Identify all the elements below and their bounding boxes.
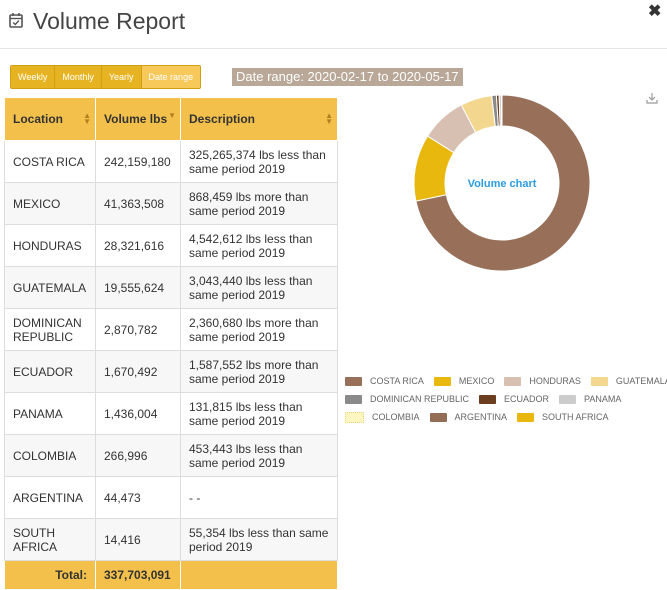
legend-label: GUATEMALA (616, 376, 667, 386)
cell-location: PANAMA (5, 393, 96, 435)
sort-icon: ▲▼ (83, 113, 91, 125)
legend-label: ARGENTINA (455, 412, 508, 422)
cell-volume: 41,363,508 (96, 183, 181, 225)
legend-label: MEXICO (459, 376, 495, 386)
cell-location: DOMINICAN REPUBLIC (5, 309, 96, 351)
tab-yearly[interactable]: Yearly (102, 66, 142, 88)
cell-volume: 266,996 (96, 435, 181, 477)
chart-legend: COSTA RICA MEXICO HONDURAS GUATEMALA DOMINIC… (345, 372, 667, 426)
legend-item[interactable]: GUATEMALA (591, 376, 667, 386)
sort-desc-icon: ▼ (168, 113, 176, 119)
legend-item[interactable]: DOMINICAN REPUBLIC (345, 394, 469, 404)
cell-volume: 14,416 (96, 519, 181, 561)
legend-item[interactable]: COLOMBIA (345, 412, 420, 423)
cell-volume: 2,870,782 (96, 309, 181, 351)
total-description (181, 561, 338, 590)
legend-swatch (591, 377, 608, 386)
table-total-row: Total: 337,703,091 (5, 561, 338, 590)
cell-location: HONDURAS (5, 225, 96, 267)
page-title: Volume Report (33, 6, 185, 36)
legend-item[interactable]: MEXICO (434, 376, 495, 386)
legend-swatch (345, 395, 362, 404)
cell-volume: 19,555,624 (96, 267, 181, 309)
date-range-badge: Date range: 2020-02-17 to 2020-05-17 (232, 68, 463, 86)
legend-swatch (430, 413, 447, 422)
cell-description: 4,542,612 lbs less than same period 2019 (181, 225, 338, 267)
volume-table: Location▲▼ Volume lbs▼ Description▲▼ COS… (4, 97, 338, 590)
cell-volume: 28,321,616 (96, 225, 181, 267)
column-header-volume[interactable]: Volume lbs▼ (96, 98, 181, 141)
cell-location: SOUTH AFRICA (5, 519, 96, 561)
legend-label: HONDURAS (529, 376, 581, 386)
legend-item[interactable]: PANAMA (559, 394, 621, 404)
cell-volume: 1,670,492 (96, 351, 181, 393)
legend-item[interactable]: ECUADOR (479, 394, 549, 404)
legend-row: COSTA RICA MEXICO HONDURAS GUATEMALA (345, 372, 667, 390)
legend-row: COLOMBIA ARGENTINA SOUTH AFRICA (345, 408, 667, 426)
legend-swatch (559, 395, 576, 404)
cell-location: COSTA RICA (5, 141, 96, 183)
cell-description: 131,815 lbs less than same period 2019 (181, 393, 338, 435)
tab-monthly[interactable]: Monthly (55, 66, 102, 88)
legend-label: COLOMBIA (372, 412, 420, 422)
legend-swatch (504, 377, 521, 386)
cell-volume: 1,436,004 (96, 393, 181, 435)
total-value: 337,703,091 (96, 561, 181, 590)
legend-item[interactable]: HONDURAS (504, 376, 581, 386)
legend-row: DOMINICAN REPUBLIC ECUADOR PANAMA (345, 390, 667, 408)
cell-location: MEXICO (5, 183, 96, 225)
tab-weekly[interactable]: Weekly (11, 66, 55, 88)
legend-label: ECUADOR (504, 394, 549, 404)
legend-item[interactable]: COSTA RICA (345, 376, 424, 386)
legend-item[interactable]: SOUTH AFRICA (517, 412, 609, 422)
legend-item[interactable]: ARGENTINA (430, 412, 508, 422)
legend-label: SOUTH AFRICA (542, 412, 609, 422)
cell-description: 1,587,552 lbs more than same period 2019 (181, 351, 338, 393)
download-icon[interactable] (646, 92, 658, 104)
cell-location: ARGENTINA (5, 477, 96, 519)
cell-description: 55,354 lbs less than same period 2019 (181, 519, 338, 561)
cell-location: COLOMBIA (5, 435, 96, 477)
legend-swatch (434, 377, 451, 386)
volume-donut-chart: Volume chart (400, 88, 610, 298)
tab-date-range[interactable]: Date range (142, 66, 201, 88)
total-label: Total: (5, 561, 96, 590)
cell-description: - - (181, 477, 338, 519)
calendar-check-icon (9, 12, 23, 28)
legend-label: DOMINICAN REPUBLIC (370, 394, 469, 404)
cell-volume: 44,473 (96, 477, 181, 519)
cell-description: 868,459 lbs more than same period 2019 (181, 183, 338, 225)
legend-label: COSTA RICA (370, 376, 424, 386)
close-icon[interactable]: ✖ (648, 4, 661, 20)
legend-swatch (345, 412, 364, 423)
cell-description: 2,360,680 lbs more than same period 2019 (181, 309, 338, 351)
dialog-header: Volume Report ✖ (0, 0, 667, 49)
chart-center-label: Volume chart (468, 178, 537, 190)
column-header-description[interactable]: Description▲▼ (181, 98, 338, 141)
legend-swatch (479, 395, 496, 404)
cell-description: 325,265,374 lbs less than same period 20… (181, 141, 338, 183)
legend-swatch (517, 413, 534, 422)
cell-description: 453,443 lbs less than same period 2019 (181, 435, 338, 477)
period-toggle-group: Weekly Monthly Yearly Date range (10, 65, 201, 89)
legend-swatch (345, 377, 362, 386)
sort-icon: ▲▼ (325, 113, 333, 125)
legend-label: PANAMA (584, 394, 621, 404)
cell-description: 3,043,440 lbs less than same period 2019 (181, 267, 338, 309)
cell-location: ECUADOR (5, 351, 96, 393)
cell-location: GUATEMALA (5, 267, 96, 309)
cell-volume: 242,159,180 (96, 141, 181, 183)
column-header-location[interactable]: Location▲▼ (5, 98, 96, 141)
